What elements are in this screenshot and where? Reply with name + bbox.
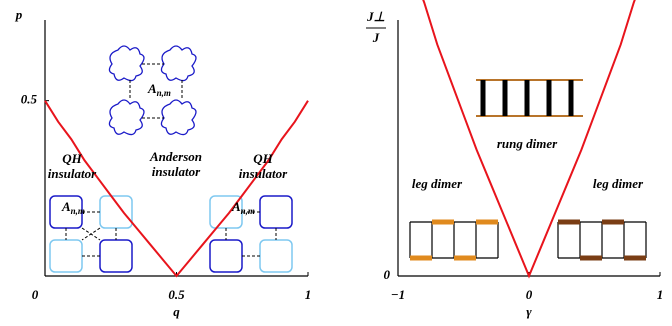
phase-boundary xyxy=(45,101,308,276)
x-tick-label: 1 xyxy=(305,287,312,302)
annotation-subscript: n,m xyxy=(241,206,255,216)
annotation: QH xyxy=(62,151,82,166)
y-axis-label-numerator: J⊥ xyxy=(366,9,385,24)
annotation: leg dimer xyxy=(412,176,463,191)
annotation-main: A xyxy=(61,199,71,214)
x-tick-label: 0 xyxy=(526,287,533,302)
y-tick-label: 0.5 xyxy=(21,92,38,107)
y-tick-label: 0 xyxy=(384,267,391,282)
annotation-subscript: n,m xyxy=(157,88,171,98)
annotation: insulator xyxy=(152,164,201,179)
x-tick-label: 0.5 xyxy=(168,287,185,302)
annotation: insulator xyxy=(239,166,288,181)
y-axis-label-denominator: J xyxy=(372,30,380,45)
leg-dimer-ladder-right xyxy=(558,222,646,258)
annotation: leg dimer xyxy=(593,176,644,191)
annotation-subscript: n,m xyxy=(71,206,85,216)
figure: 00.510.5qpQHinsulatorAndersoninsulatorQH… xyxy=(0,0,672,326)
rung-dimer-ladder xyxy=(476,80,583,116)
annotation-main: A xyxy=(231,199,241,214)
annotation: insulator xyxy=(48,166,97,181)
x-tick-label: 0 xyxy=(32,287,39,302)
annotation-main: A xyxy=(147,81,157,96)
annotation: QH xyxy=(253,151,273,166)
annotation: An,m xyxy=(147,81,171,98)
annotation: Anderson xyxy=(149,149,202,164)
x-axis-label: γ xyxy=(526,304,532,319)
x-tick-label: −1 xyxy=(391,287,405,302)
x-tick-label: 1 xyxy=(657,287,664,302)
y-axis-label: p xyxy=(15,7,23,22)
leg-dimer-ladder-left xyxy=(410,222,498,258)
annotation: rung dimer xyxy=(497,136,558,151)
annotation: An,m xyxy=(231,199,255,216)
x-axis-label: q xyxy=(173,304,180,319)
